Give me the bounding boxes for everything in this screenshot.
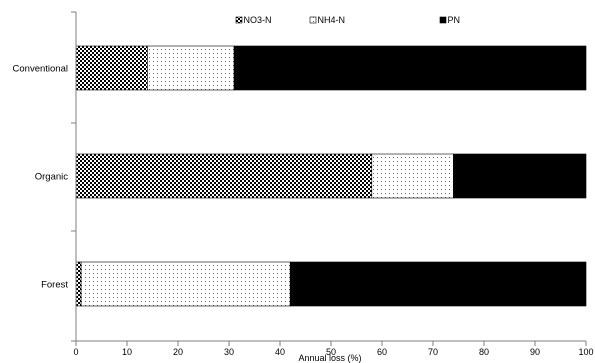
x-tick-label: 70: [428, 347, 438, 357]
bars: [75, 45, 587, 307]
x-tick-label: 90: [530, 347, 540, 357]
bar-segment: [80, 261, 291, 307]
x-tick-label: 100: [578, 347, 593, 357]
x-tick-label: 60: [377, 347, 387, 357]
x-tick-label: 30: [224, 347, 234, 357]
x-tick-label: 20: [173, 347, 183, 357]
legend-swatch: [439, 16, 447, 24]
axes: [71, 11, 587, 346]
legend-label: NO3-N: [244, 15, 272, 25]
bar-segment: [147, 45, 235, 91]
category-label: Organic: [35, 172, 69, 183]
labels: 0 10 20 30 40 50 60 70 80 90 100 Conventional Organi…: [13, 64, 594, 363]
category-label: Conventional: [13, 64, 68, 75]
x-tick-label: 40: [275, 347, 285, 357]
bar-segment: [75, 45, 148, 91]
x-tick-label: 0: [73, 347, 78, 357]
bar-segment: [289, 261, 587, 307]
bar-segment: [371, 153, 454, 199]
x-axis-title: Annual loss (%): [298, 353, 361, 363]
legend-label: NH4-N: [318, 15, 346, 25]
x-tick-label: 80: [479, 347, 489, 357]
bar-segment: [453, 153, 587, 199]
legend-swatch: [309, 16, 317, 24]
x-tick-label: 10: [122, 347, 132, 357]
x-tick-label: 50: [326, 347, 336, 357]
bar-segment: [75, 261, 82, 307]
legend-label: PN: [448, 15, 461, 25]
legend: NO3-N NH4-N PN: [235, 15, 461, 25]
bar-segment: [233, 45, 587, 91]
legend-swatch: [235, 16, 243, 24]
category-label: Forest: [41, 280, 68, 291]
bar-segment: [75, 153, 373, 199]
